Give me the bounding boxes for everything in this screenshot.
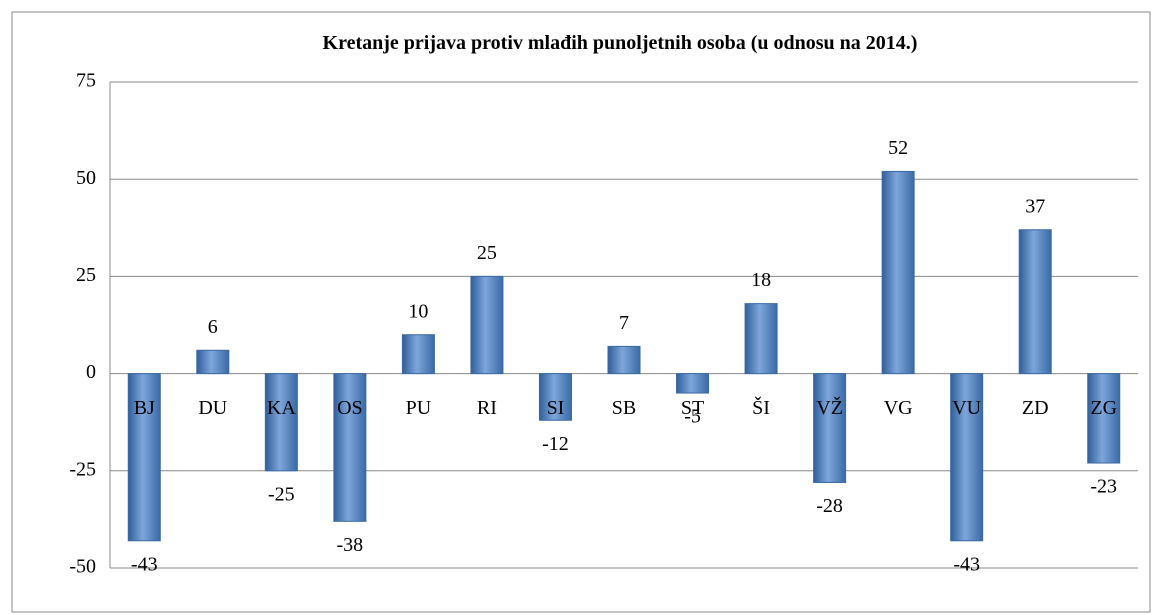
value-label: 18	[751, 269, 771, 291]
x-tick-label: DU	[198, 397, 227, 419]
bar	[470, 275, 504, 375]
chart-title: Kretanje prijava protiv mlađih punoljetn…	[322, 32, 918, 54]
x-tick-label: ŠI	[752, 395, 770, 419]
x-tick-label: VG	[884, 397, 913, 419]
y-tick-label: 0	[86, 361, 96, 383]
value-label: -23	[1090, 476, 1117, 498]
x-tick-label: PU	[406, 397, 432, 419]
bar	[196, 349, 230, 375]
bar	[813, 373, 847, 483]
bar	[538, 373, 572, 421]
x-tick-label: SI	[547, 397, 565, 419]
x-tick-label: ZD	[1022, 397, 1049, 419]
x-tick-label: SB	[612, 397, 636, 419]
bar	[401, 334, 435, 375]
y-tick-label: -25	[69, 458, 96, 480]
value-label: -43	[953, 553, 980, 575]
y-tick-label: 75	[76, 70, 96, 92]
value-label: 37	[1025, 195, 1045, 217]
x-tick-label: VŽ	[816, 396, 843, 419]
bar	[1087, 373, 1121, 464]
x-tick-label: BJ	[134, 397, 155, 419]
value-label: -25	[268, 483, 295, 505]
y-tick-label: 25	[76, 264, 96, 286]
y-tick-label: -50	[69, 556, 96, 578]
bar	[264, 373, 298, 472]
x-tick-label: RI	[477, 397, 497, 419]
x-tick-label: VU	[952, 397, 981, 419]
value-label: -38	[337, 534, 364, 556]
value-label: 6	[208, 316, 218, 338]
bar	[127, 373, 161, 542]
value-label: -43	[131, 553, 158, 575]
bar	[1018, 229, 1052, 375]
value-label: 7	[619, 312, 629, 334]
x-tick-label: ZG	[1090, 397, 1117, 419]
value-label: -5	[684, 406, 701, 428]
value-label: 10	[408, 300, 428, 322]
y-tick-label: 50	[76, 167, 96, 189]
bar	[607, 345, 641, 375]
x-tick-label: ST	[681, 397, 704, 419]
value-label: -12	[542, 433, 569, 455]
x-tick-label: OS	[337, 397, 363, 419]
bar	[676, 373, 710, 394]
bar	[881, 170, 915, 375]
bar	[333, 373, 367, 522]
bar	[950, 373, 984, 542]
value-label: 25	[477, 242, 497, 264]
bar	[744, 303, 778, 375]
value-label: 52	[888, 137, 908, 159]
chart-frame	[11, 11, 1151, 613]
value-label: -28	[816, 495, 843, 517]
x-tick-label: KA	[267, 397, 296, 419]
